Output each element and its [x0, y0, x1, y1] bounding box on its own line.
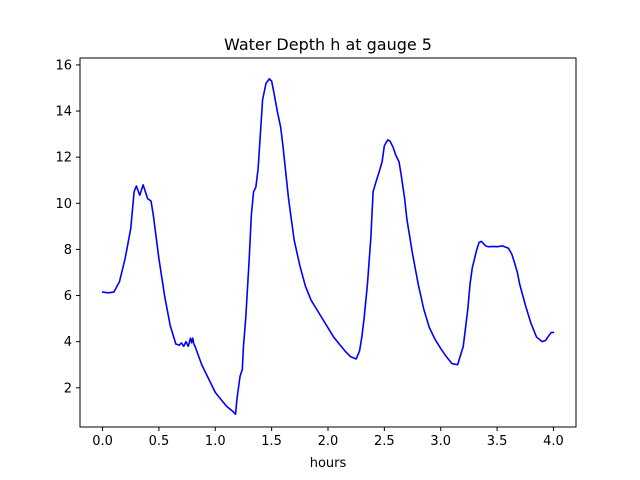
y-tick-label: 4	[64, 335, 72, 350]
series-line-0	[101, 77, 555, 416]
x-tick-label: 1.0	[205, 434, 226, 449]
x-tick-label: 0.5	[149, 434, 170, 449]
y-tick-label: 12	[55, 151, 72, 166]
x-tick-label: 0.0	[92, 434, 113, 449]
y-tick-label: 16	[55, 58, 72, 73]
x-tick-label: 2.5	[374, 434, 395, 449]
x-axis-label: hours	[310, 456, 347, 471]
x-tick-label: 3.0	[430, 434, 451, 449]
y-tick-label: 6	[64, 289, 72, 304]
x-tick-label: 4.0	[543, 434, 564, 449]
x-tick-label: 3.5	[487, 434, 508, 449]
y-tick-label: 14	[55, 105, 72, 120]
y-tick-label: 8	[64, 243, 72, 258]
x-tick-label: 2.0	[318, 434, 339, 449]
y-tick-label: 10	[55, 197, 72, 212]
chart-title: Water Depth h at gauge 5	[224, 35, 432, 54]
y-tick-label: 2	[64, 381, 72, 396]
x-tick-label: 1.5	[261, 434, 282, 449]
plot-area: 0.0 0.5 1.0 1.5 2.0 2.5 3.0 3.5 4.0 2 4 6 8 10 12 14 16	[55, 57, 577, 449]
